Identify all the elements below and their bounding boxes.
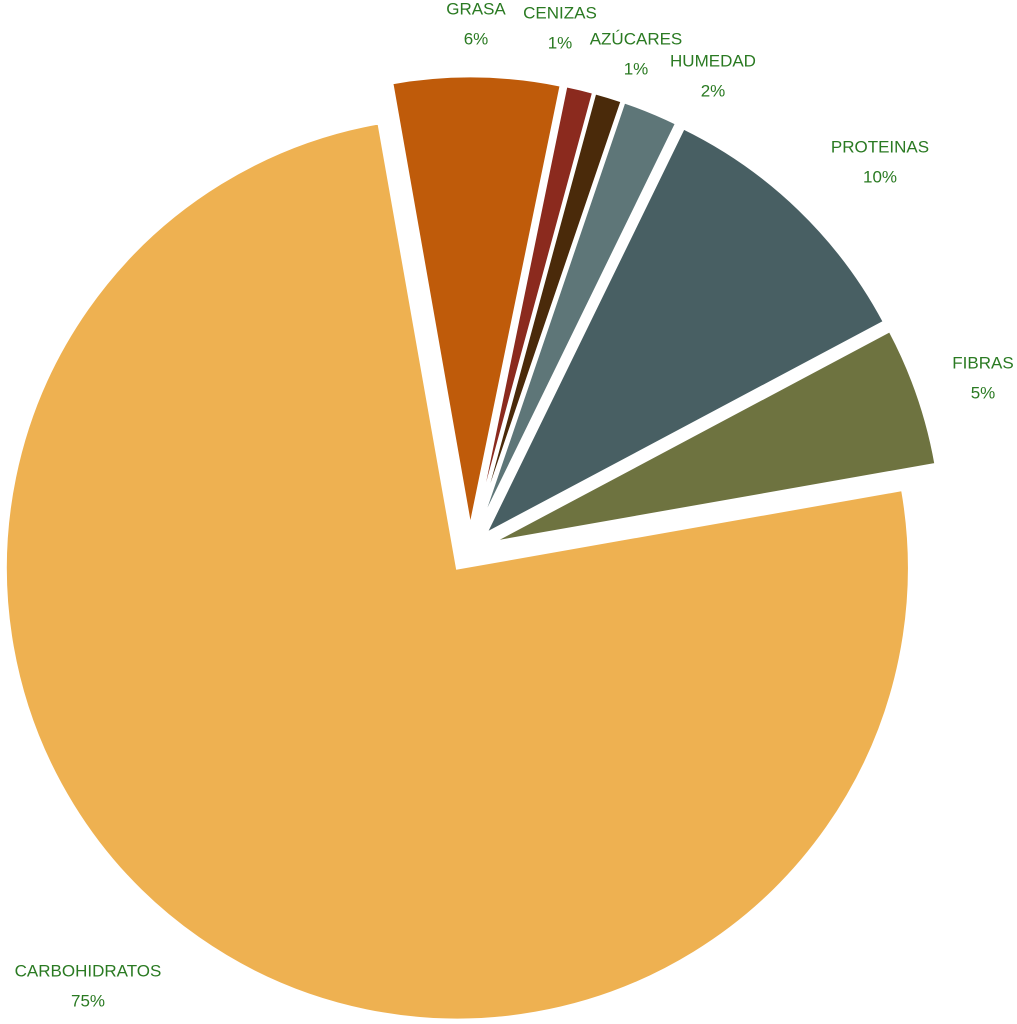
pie-slice: [490, 328, 938, 545]
slice-label: PROTEINAS: [831, 137, 929, 156]
pie-slice: [476, 99, 679, 531]
slice-value-label: 1%: [624, 59, 649, 78]
slice-value-label: 10%: [863, 167, 897, 186]
slice-label: HUMEDAD: [670, 51, 756, 70]
slice-label: GRASA: [446, 0, 506, 18]
slice-value-label: 1%: [548, 33, 573, 52]
pie-slice: [3, 121, 911, 1022]
slice-value-label: 2%: [701, 81, 726, 100]
slice-label: CARBOHIDRATOS: [15, 961, 162, 980]
slice-value-label: 6%: [464, 29, 489, 48]
slice-label: AZÚCARES: [590, 29, 683, 48]
pie-slice: [474, 90, 624, 530]
pie-slice: [481, 125, 887, 538]
slice-value-label: 75%: [71, 991, 105, 1010]
slice-value-label: 5%: [971, 383, 996, 402]
pie-slice: [390, 74, 563, 529]
slice-label: CENIZAS: [523, 3, 597, 22]
slice-label: FIBRAS: [952, 353, 1013, 372]
